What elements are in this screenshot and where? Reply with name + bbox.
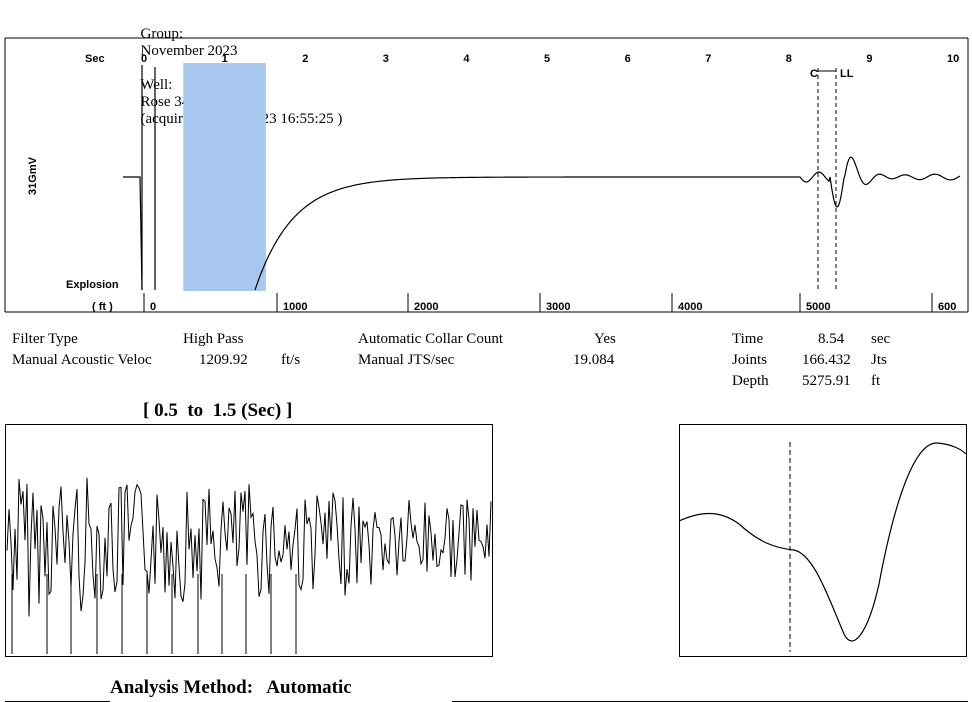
manual-velocity-value: 1209.92	[199, 352, 248, 368]
bottom-axis-label: ( ft )	[92, 301, 113, 313]
top-tick-label: 6	[625, 53, 631, 65]
time-value: 8.54	[818, 331, 845, 347]
top-tick-label: 8	[786, 53, 792, 65]
analysis-method: Analysis Method: Automatic	[110, 677, 352, 698]
window-chart	[5, 424, 493, 657]
top-tick-label: 5	[544, 53, 550, 65]
filter-type-label: Filter Type	[12, 331, 78, 347]
bottom-tick-label: 5000	[806, 301, 830, 313]
top-tick-label: 0	[141, 53, 147, 65]
window-title: [ 0.5 to 1.5 (Sec) ]	[143, 400, 293, 421]
joints-label: Joints	[732, 352, 768, 368]
manual-velocity-label: Manual Acoustic Veloc	[12, 352, 152, 368]
depth-value: 5275.91	[802, 373, 851, 389]
auto-collar-value: Yes	[594, 331, 616, 347]
top-tick-label: 4	[463, 53, 470, 65]
joints-unit: Jts	[871, 352, 887, 368]
bottom-tick-label: 3000	[546, 301, 570, 313]
time-unit: sec	[871, 331, 891, 347]
marker-ll-label: LL	[840, 68, 854, 80]
explosion-spike	[123, 176, 143, 291]
depth-unit: ft	[871, 373, 881, 389]
top-tick-label: 1	[222, 53, 228, 65]
joints-value: 166.432	[802, 352, 851, 368]
highlight-window	[183, 63, 266, 291]
bottom-tick-label: 4000	[678, 301, 702, 313]
well-label: Well:	[140, 77, 173, 93]
top-axis-label: Sec	[85, 53, 105, 65]
top-tick-label: 2	[302, 53, 308, 65]
top-tick-label: 3	[383, 53, 389, 65]
window-waveform	[6, 477, 492, 617]
bottom-tick-label: 2000	[414, 301, 438, 313]
explosion-label: Explosion	[66, 279, 119, 291]
group-value: November 2023	[140, 43, 238, 59]
detail-chart	[679, 424, 967, 657]
time-label: Time	[732, 331, 764, 347]
filter-type-value: High Pass	[183, 331, 244, 347]
manual-jts-label: Manual JTS/sec	[358, 352, 455, 368]
bottom-tick-label: 600	[938, 301, 956, 313]
top-tick-label: 10	[947, 53, 959, 65]
bottom-tick-label: 1000	[283, 301, 307, 313]
top-tick-label: 7	[705, 53, 711, 65]
detail-waveform	[679, 442, 967, 642]
main-waveform	[254, 156, 961, 291]
manual-velocity-unit: ft/s	[281, 352, 301, 368]
marker-c-label: C	[810, 68, 818, 80]
y-axis-label: 31GmV	[27, 156, 39, 195]
depth-label: Depth	[732, 373, 769, 389]
top-tick-label: 9	[866, 53, 872, 65]
manual-jts-value: 19.084	[573, 352, 615, 368]
auto-collar-label: Automatic Collar Count	[358, 331, 503, 347]
bottom-tick-label: 0	[150, 301, 156, 313]
